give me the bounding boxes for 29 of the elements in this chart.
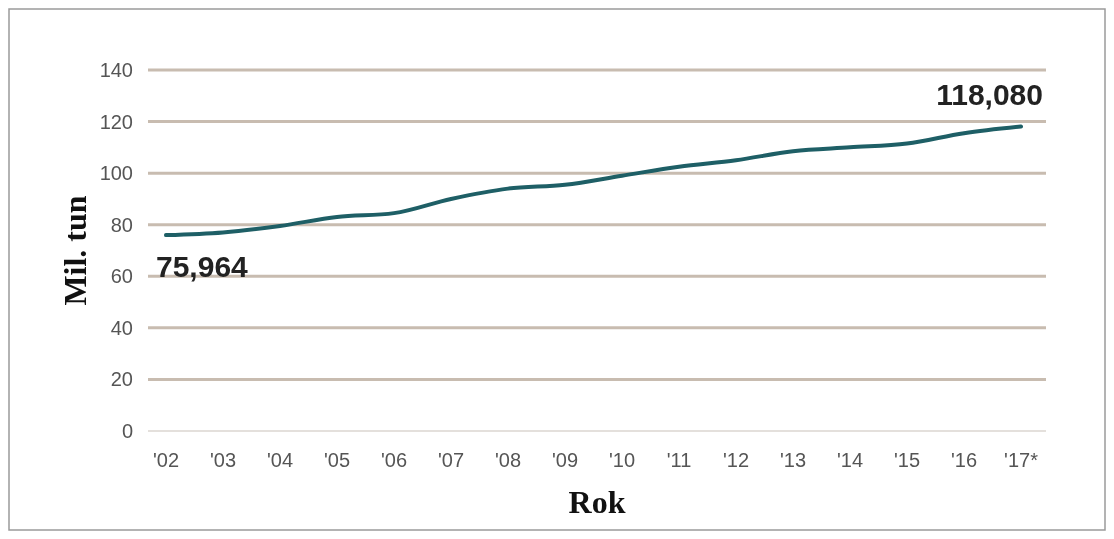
y-tick-label: 40	[110, 316, 133, 339]
x-tick-label: '15	[893, 449, 921, 471]
annotation: 118,080	[936, 77, 1043, 111]
y-axis-title: Mil. tun	[57, 195, 93, 306]
x-tick-label: '11	[666, 449, 692, 471]
y-tick-label: 120	[99, 110, 133, 133]
x-tick-label: '05	[323, 449, 351, 471]
y-tick-label: 100	[99, 162, 133, 185]
x-tick-label: '10	[608, 449, 636, 471]
x-tick-label: '09	[551, 449, 579, 471]
x-tick-label: '06	[380, 449, 408, 471]
y-tick-label: 80	[110, 213, 133, 236]
y-tick-label: 0	[121, 420, 133, 442]
x-tick-label: '14	[836, 449, 864, 471]
x-axis-title: Rok	[568, 484, 626, 520]
x-tick-label: '07	[437, 449, 465, 471]
x-tick-label: '12	[722, 449, 750, 471]
y-tick-label: 20	[110, 368, 133, 391]
x-tick-label: '16	[950, 449, 978, 471]
x-tick-label: '04	[266, 449, 294, 471]
annotation: 75,964	[156, 250, 249, 284]
x-tick-label: '13	[779, 449, 807, 471]
y-tick-label: 60	[110, 265, 133, 288]
x-tick-label: '03	[209, 449, 237, 471]
x-tick-label: '08	[494, 449, 522, 471]
x-tick-label: '02	[152, 449, 180, 471]
y-tick-label: 140	[99, 59, 133, 81]
line-series	[164, 124, 1023, 238]
x-tick-label: '17*	[1004, 449, 1039, 471]
